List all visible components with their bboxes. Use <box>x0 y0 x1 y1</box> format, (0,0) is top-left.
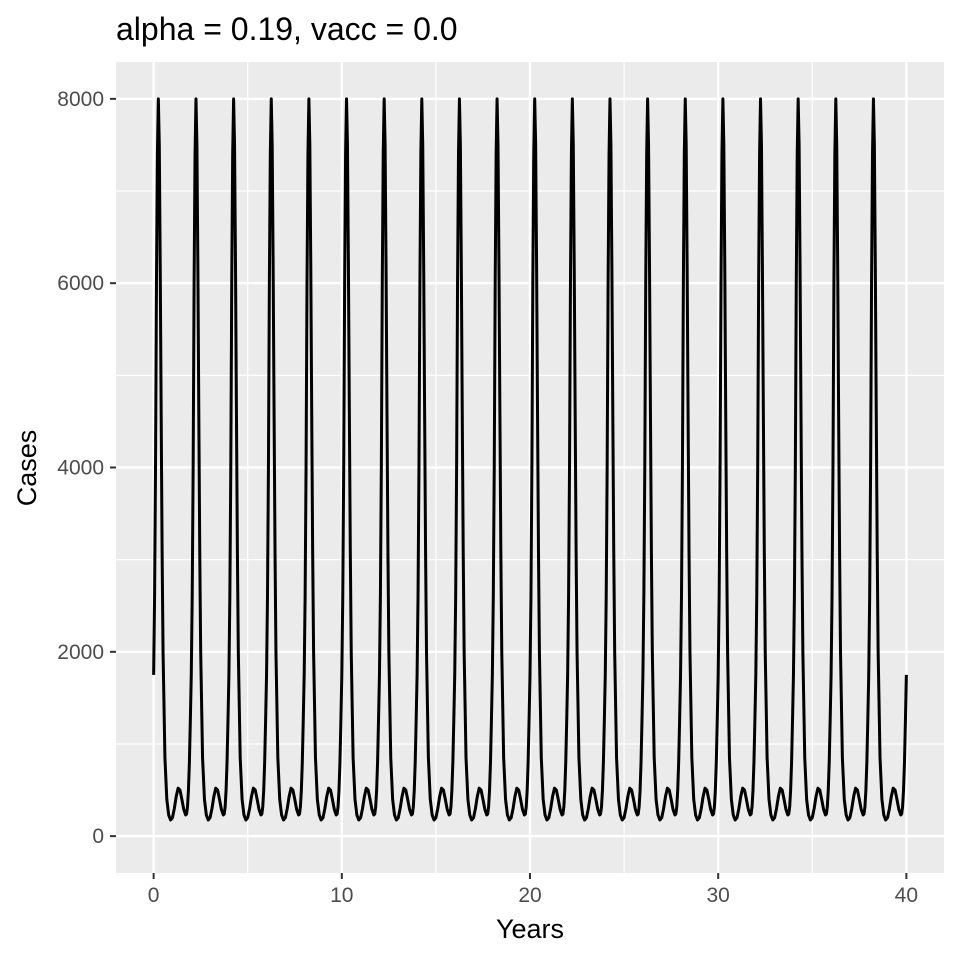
y-tick-label: 6000 <box>57 272 104 295</box>
chart-title: alpha = 0.19, vacc = 0.0 <box>116 11 458 47</box>
y-tick-label: 2000 <box>57 641 104 664</box>
x-tick-label: 30 <box>707 884 730 907</box>
x-axis: 0 10 20 30 40 <box>148 873 918 907</box>
y-tick-label: 4000 <box>57 457 104 480</box>
x-tick-label: 10 <box>330 884 353 907</box>
x-axis-title: Years <box>496 914 564 944</box>
y-axis-title: Cases <box>12 430 42 507</box>
y-axis: 0 2000 4000 6000 8000 <box>57 88 116 848</box>
series-line-cases <box>152 97 908 822</box>
x-tick-label: 20 <box>518 884 541 907</box>
y-tick-label: 0 <box>92 825 104 848</box>
x-tick-label: 40 <box>895 884 918 907</box>
y-tick-label: 8000 <box>57 88 104 111</box>
x-tick-label: 0 <box>148 884 160 907</box>
